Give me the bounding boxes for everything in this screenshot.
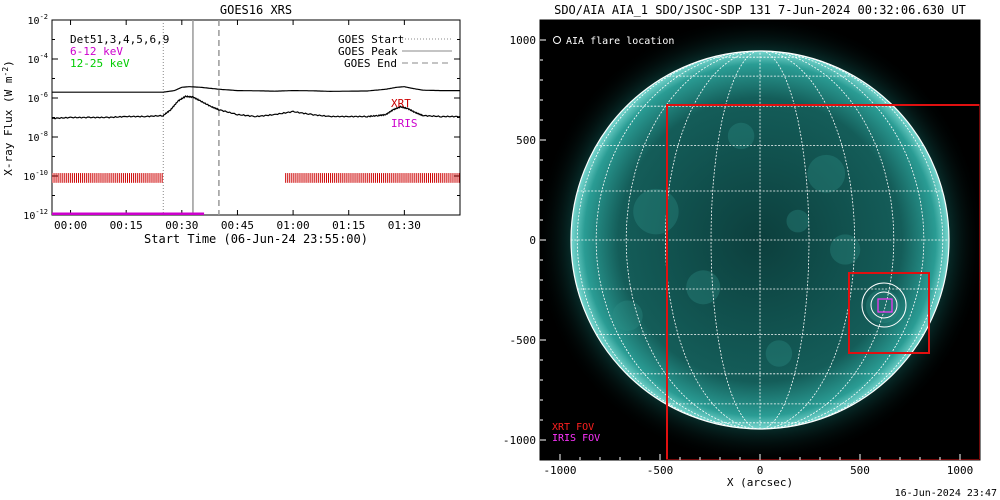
y-tick-label: 10-4 [28,52,48,66]
longitude-line [595,51,761,429]
active-region-glow [612,300,643,331]
x-tick-label: 01:00 [277,219,310,232]
aia-image-panel: SDO/AIA AIA_1 SDO/JSOC-SDP 131 7-Jun-202… [503,3,981,489]
active-region-glow [633,188,679,235]
longitude-line [759,51,895,429]
footer-timestamp: 16-Jun-2024 23:47 [895,488,997,499]
flare-location-legend: AIA flare location [566,36,674,47]
flare-location-inner-circle [870,291,898,319]
xrt-fov-box-zoom [848,272,930,354]
y-tick-label: 10-8 [28,130,48,144]
right-chart-title: SDO/AIA AIA_1 SDO/JSOC-SDP 131 7-Jun-202… [554,3,966,17]
y-tick-label: 10-12 [23,208,48,222]
active-region-glow [686,270,721,305]
right-x-tick-label: 1000 [947,464,974,477]
left-axis-ticks: 00:00 00:15 00:30 00:45 01:00 01:15 01:30 10-12… [23,13,460,232]
goes-xrs-chart: GOES16 XRS 00:00 00:15 00:30 00:45 01:00 01:1… [1,3,461,246]
legend-goes-peak: GOES Peak [338,45,398,58]
right-y-tick-label: -1000 [503,434,536,447]
active-region-glow [865,289,901,324]
series-line-1 [52,95,460,120]
right-axis-ticks: -1000 -500 0 500 1000 1000 500 0 -500 -1000 [503,34,973,477]
right-y-tick-label: 1000 [510,34,537,47]
longitude-line [759,51,944,429]
right-chart-xlabel: X (arcsec) [727,476,793,489]
right-y-tick-label: -500 [510,334,537,347]
active-region-glow [765,340,793,367]
x-tick-label: 01:15 [332,219,365,232]
legend-12-25kev: 12-25 keV [70,57,130,70]
longitude-line [759,51,810,429]
active-region-glow [830,234,861,265]
longitude-line [759,51,855,429]
flare-location-legend-icon [553,36,561,44]
longitude-line [576,51,761,429]
y-tick-label: 10-6 [28,91,48,105]
longitude-line [710,51,761,429]
right-y-tick-label: 500 [516,134,536,147]
solar-limb [570,50,950,430]
x-tick-label: 00:00 [54,219,87,232]
iris-label: IRIS [391,117,418,130]
iris-fov-box [877,298,893,313]
x-tick-label: 00:30 [165,219,198,232]
left-chart-xlabel: Start Time (06-Jun-24 23:55:00) [144,232,368,246]
series-line-0 [52,86,460,93]
right-x-tick-label: 0 [757,464,764,477]
right-x-tick-label: 500 [850,464,870,477]
xrt-label: XRT [391,97,411,110]
longitude-line [665,51,761,429]
y-tick-label: 10-10 [23,169,48,183]
fov-marks [666,104,980,460]
iris-fov-legend: IRIS FOV [552,433,600,444]
legend-det: Det51,3,4,5,6,9 [70,33,169,46]
left-legend: Det51,3,4,5,6,9 6-12 keV 12-25 keV GOES … [70,33,452,130]
legend-goes-end: GOES End [344,57,397,70]
left-chart-title: GOES16 XRS [220,3,292,17]
y-tick-label: 10-2 [28,13,48,27]
active-region-glow [727,122,755,150]
x-tick-label: 00:45 [221,219,254,232]
longitude-line [759,51,925,429]
active-region-glow [807,154,846,193]
x-tick-label: 01:30 [388,219,421,232]
legend-goes-start: GOES Start [338,33,404,46]
legend-6-12kev: 6-12 keV [70,45,123,58]
right-x-tick-label: -500 [647,464,674,477]
left-chart-ylabel: X-ray Flux (W m-2) [1,60,15,176]
active-region-glow [786,209,810,233]
left-chart-marks [52,20,460,215]
right-x-tick-label: -1000 [543,464,576,477]
right-y-tick-label: 0 [529,234,536,247]
xrt-fov-box [666,104,980,460]
x-tick-label: 00:15 [110,219,143,232]
aia-image-content [540,20,980,460]
xrt-fov-legend: XRT FOV [552,422,594,433]
longitude-line [625,51,761,429]
flare-location-outer-circle [861,282,907,328]
